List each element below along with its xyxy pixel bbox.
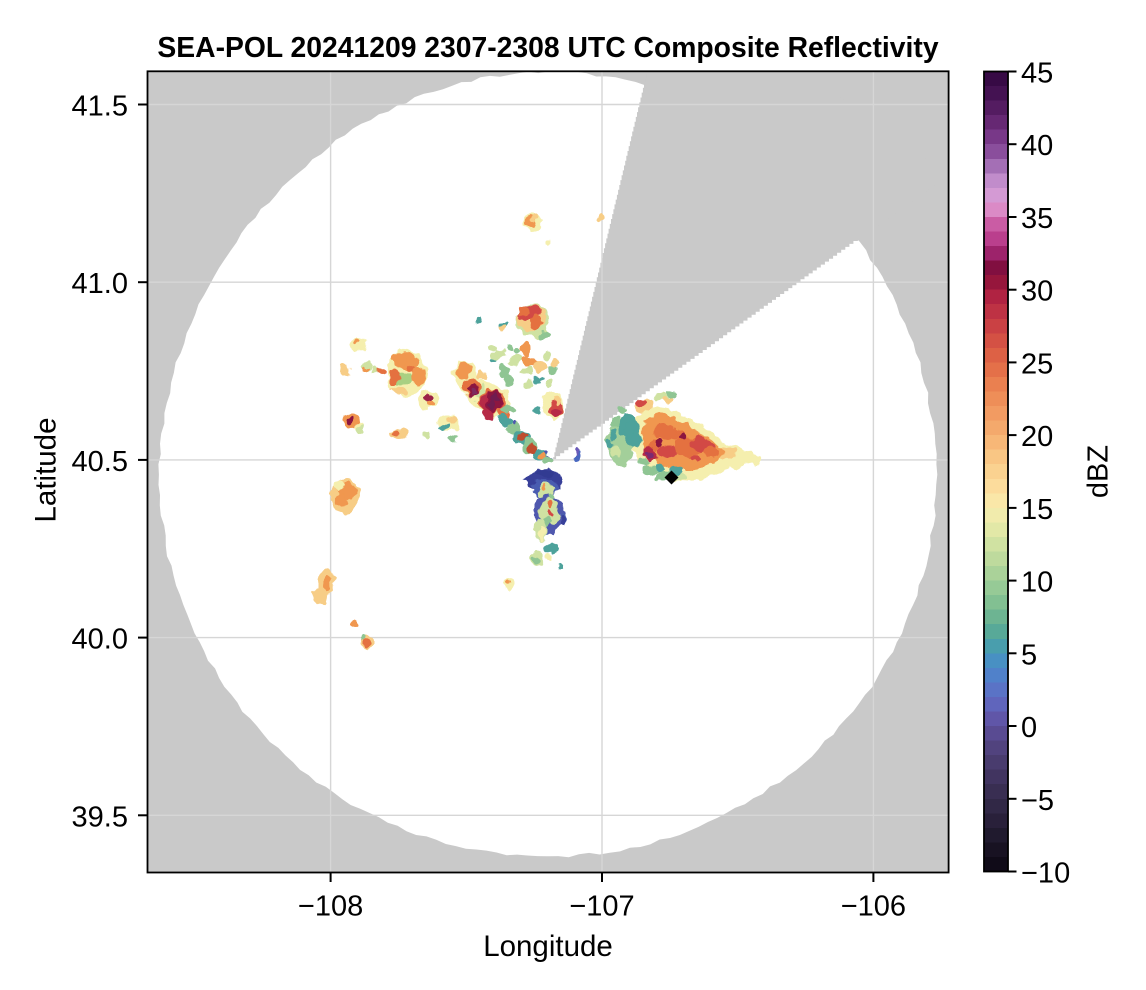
svg-text:45: 45 [1021, 58, 1053, 90]
svg-text:39.5: 39.5 [72, 801, 128, 833]
svg-text:20: 20 [1021, 421, 1053, 453]
svg-text:−107: −107 [569, 891, 634, 923]
svg-text:Longitude: Longitude [483, 930, 613, 963]
svg-text:41.5: 41.5 [72, 91, 128, 123]
svg-text:−10: −10 [1021, 858, 1070, 890]
svg-text:25: 25 [1021, 348, 1053, 380]
svg-text:−108: −108 [298, 891, 363, 923]
svg-text:40.5: 40.5 [72, 446, 128, 478]
svg-text:35: 35 [1021, 203, 1053, 235]
svg-text:Latitude: Latitude [30, 418, 63, 523]
svg-text:SEA-POL 20241209 2307-2308 UTC: SEA-POL 20241209 2307-2308 UTC Composite… [157, 31, 938, 63]
svg-text:41.0: 41.0 [72, 268, 128, 300]
svg-text:5: 5 [1021, 639, 1037, 671]
svg-text:−106: −106 [841, 891, 906, 923]
svg-text:10: 10 [1021, 567, 1053, 599]
svg-text:−5: −5 [1021, 785, 1054, 817]
svg-text:40: 40 [1021, 130, 1053, 162]
svg-text:40.0: 40.0 [72, 624, 128, 656]
svg-text:dBZ: dBZ [1083, 445, 1115, 498]
svg-text:0: 0 [1021, 712, 1037, 744]
svg-text:30: 30 [1021, 276, 1053, 308]
svg-text:15: 15 [1021, 494, 1053, 526]
